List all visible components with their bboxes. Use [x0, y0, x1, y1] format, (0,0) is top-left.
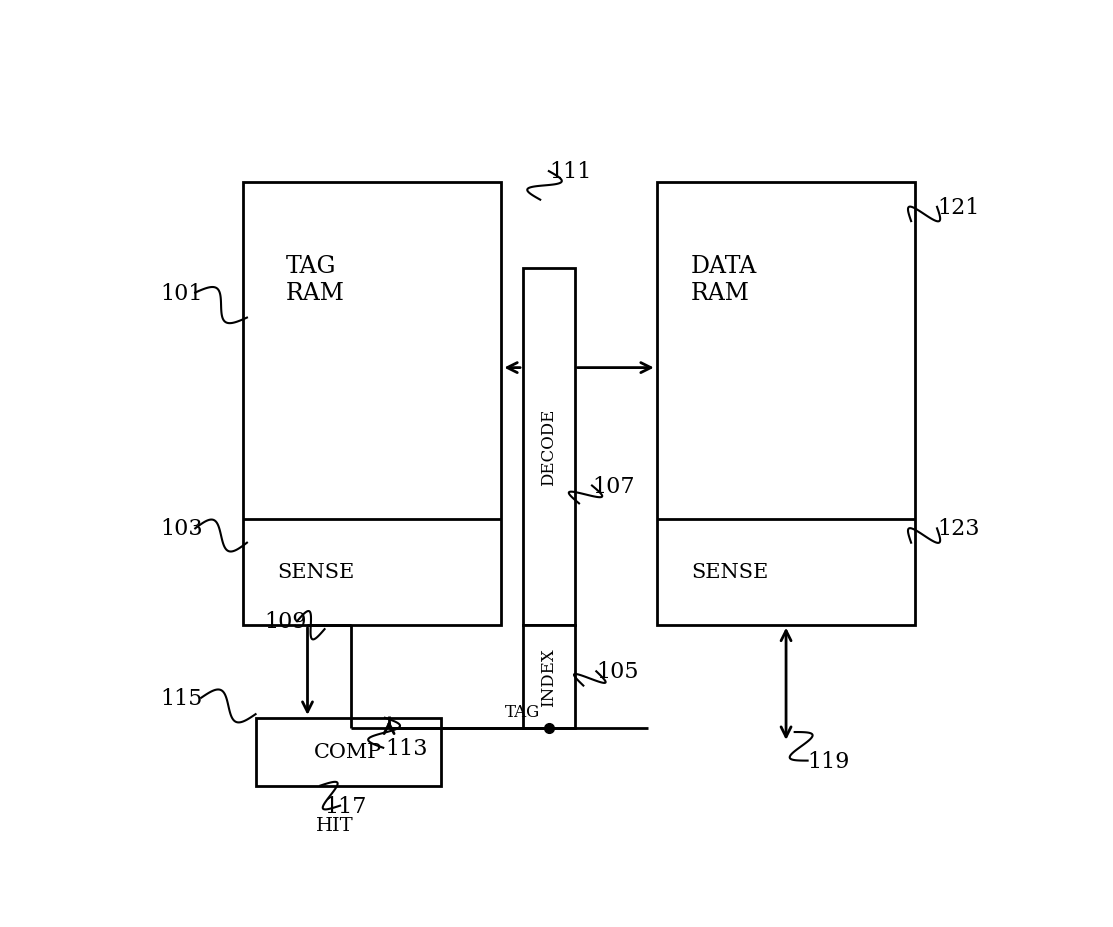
Text: SENSE: SENSE — [691, 563, 768, 581]
Text: 123: 123 — [937, 518, 979, 540]
Text: 107: 107 — [592, 475, 634, 497]
Text: 113: 113 — [385, 737, 427, 759]
Text: TAG
RAM: TAG RAM — [286, 255, 345, 305]
Bar — [523, 268, 574, 625]
Text: DATA
RAM: DATA RAM — [691, 255, 758, 305]
Text: INDEX: INDEX — [540, 648, 558, 706]
Text: 105: 105 — [597, 661, 639, 682]
Bar — [256, 717, 441, 786]
Text: 115: 115 — [160, 687, 203, 709]
Text: TAG: TAG — [505, 703, 540, 720]
Text: 109: 109 — [264, 611, 307, 632]
Text: COMP: COMP — [314, 743, 383, 761]
Bar — [243, 183, 501, 625]
Text: 119: 119 — [808, 750, 850, 772]
Text: DECODE: DECODE — [540, 408, 558, 486]
Bar — [657, 183, 915, 625]
Text: 101: 101 — [160, 282, 204, 304]
Bar — [523, 625, 574, 729]
Text: HIT: HIT — [316, 816, 354, 834]
Text: SENSE: SENSE — [277, 563, 354, 581]
Text: 121: 121 — [937, 197, 979, 219]
Text: 117: 117 — [325, 794, 367, 817]
Text: 111: 111 — [549, 161, 591, 183]
Text: 103: 103 — [160, 518, 204, 540]
